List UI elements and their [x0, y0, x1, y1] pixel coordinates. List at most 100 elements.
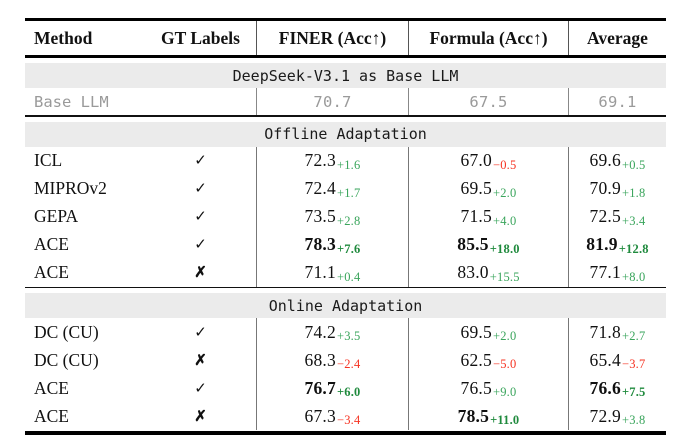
- section-divider-rule: [25, 115, 666, 117]
- score-cell: 71.5 +4.0: [409, 202, 569, 231]
- score-value: 73.5: [304, 206, 336, 226]
- section-band: DeepSeek-V3.1 as Base LLM: [25, 63, 666, 88]
- score-delta: −0.5: [492, 157, 517, 172]
- score-cell: 65.4 −3.7: [569, 346, 666, 374]
- table-row: ICL ✓ 72.3 +1.6 67.0 −0.5 69.6 +0.5: [25, 146, 666, 175]
- score-value: 74.2: [304, 321, 336, 342]
- score-cell: 72.3 +1.6: [257, 146, 409, 175]
- score-value: 71.8: [589, 321, 621, 342]
- score-value: 78.3: [304, 234, 336, 254]
- method-cell: ACE: [34, 262, 69, 282]
- score-value: 70.9: [589, 178, 621, 198]
- score-delta: +1.7: [336, 185, 361, 200]
- score-cell: 76.7 +6.0: [257, 374, 409, 402]
- table-body: DeepSeek-V3.1 as Base LLM Base LLM 70.7 67.…: [25, 63, 666, 430]
- score-delta: +4.0: [492, 213, 517, 228]
- score-delta: +2.7: [621, 329, 646, 343]
- gt-labels-cell: ✗: [145, 258, 257, 287]
- check-icon: ✓: [194, 324, 207, 341]
- score-cell: 77.1 +8.0: [569, 259, 666, 287]
- score-delta: +1.8: [621, 185, 646, 200]
- method-cell: ACE: [34, 405, 69, 426]
- check-icon: ✓: [194, 181, 207, 197]
- score-delta: +2.0: [492, 185, 517, 200]
- score-cell: 70.7: [257, 88, 409, 115]
- score-cell: 71.8 +2.7: [569, 318, 666, 346]
- score-delta: +3.5: [336, 329, 361, 343]
- score-cell: 69.6 +0.5: [569, 147, 666, 175]
- score-cell: 76.6 +7.5: [569, 374, 666, 402]
- method-cell: ACE: [34, 234, 69, 254]
- score-cell: 74.2 +3.5: [257, 318, 409, 346]
- score-value: 72.5: [589, 206, 621, 226]
- table-row: GEPA ✓ 73.5 +2.8 71.5 +4.0 72.5 +3.4: [25, 202, 666, 231]
- method-cell: DC (CU): [34, 349, 99, 370]
- check-icon: ✓: [194, 209, 207, 225]
- score-value: 67.5: [469, 92, 508, 111]
- score-delta: +11.0: [490, 413, 520, 427]
- gt-labels-cell: ✓: [145, 174, 257, 203]
- section-band: Online Adaptation: [25, 293, 666, 318]
- score-delta: +2.8: [336, 213, 361, 228]
- header-formula: Formula (Acc↑): [409, 21, 569, 55]
- score-cell: 67.3 −3.4: [257, 402, 409, 430]
- score-delta: +9.0: [492, 385, 517, 399]
- score-value: 69.5: [460, 321, 492, 342]
- score-cell: 69.5 +2.0: [409, 174, 569, 203]
- score-cell: 76.5 +9.0: [409, 374, 569, 402]
- score-cell: 85.5 +18.0: [409, 230, 569, 259]
- score-delta: −5.0: [492, 357, 517, 371]
- score-delta: +0.5: [621, 157, 646, 172]
- score-value: 77.1: [589, 262, 621, 282]
- gt-labels-cell: [145, 88, 257, 115]
- score-delta: +0.4: [336, 269, 361, 284]
- score-value: 65.4: [589, 349, 621, 370]
- table-row: DC (CU) ✗ 68.3 −2.4 62.5 −5.0 65.4 −3.7: [25, 346, 666, 374]
- method-cell: Base LLM: [34, 92, 109, 111]
- header-rule: [25, 55, 666, 58]
- score-value: 62.5: [460, 349, 492, 370]
- score-value: 69.5: [460, 178, 492, 198]
- score-value: 70.7: [313, 92, 352, 111]
- score-value: 68.3: [304, 349, 336, 370]
- header-gt-labels: GT Labels: [145, 21, 257, 55]
- bottom-rule: [25, 431, 666, 435]
- check-icon: ✓: [194, 237, 207, 253]
- cross-icon: ✗: [194, 352, 207, 369]
- score-cell: 78.5 +11.0: [409, 402, 569, 430]
- score-value: 67.3: [304, 405, 336, 426]
- score-cell: 70.9 +1.8: [569, 175, 666, 203]
- score-delta: +6.0: [336, 385, 361, 399]
- header-finer: FINER (Acc↑): [257, 21, 409, 55]
- results-table: Method GT Labels FINER (Acc↑) Formula (A…: [25, 18, 666, 435]
- table-row: ACE ✗ 71.1 +0.4 83.0 +15.5 77.1 +8.0: [25, 258, 666, 287]
- top-rule: [25, 18, 666, 21]
- check-icon: ✓: [194, 380, 207, 397]
- cross-icon: ✗: [194, 265, 207, 281]
- score-cell: 68.3 −2.4: [257, 346, 409, 374]
- score-cell: 69.5 +2.0: [409, 318, 569, 346]
- table-row: MIPROv2 ✓ 72.4 +1.7 69.5 +2.0 70.9 +1.8: [25, 174, 666, 203]
- score-value: 83.0: [457, 262, 489, 282]
- score-value: 76.5: [460, 377, 492, 398]
- score-cell: 72.4 +1.7: [257, 174, 409, 203]
- method-cell: GEPA: [34, 206, 79, 226]
- gt-labels-cell: ✗: [145, 346, 257, 374]
- score-value: 69.6: [589, 150, 621, 170]
- gt-labels-cell: ✗: [145, 402, 257, 430]
- score-value: 78.5: [457, 405, 490, 426]
- gt-labels-cell: ✓: [145, 318, 257, 346]
- score-delta: −3.4: [336, 413, 361, 427]
- score-delta: +7.5: [621, 385, 646, 399]
- header-average: Average: [587, 27, 648, 48]
- score-cell: 71.1 +0.4: [257, 258, 409, 287]
- method-cell: DC (CU): [34, 321, 99, 342]
- gt-labels-cell: ✓: [145, 202, 257, 231]
- gt-labels-cell: ✓: [145, 230, 257, 259]
- section-divider-rule: [25, 286, 666, 288]
- score-delta: +18.0: [489, 241, 520, 256]
- method-cell: MIPROv2: [34, 178, 107, 198]
- score-cell: 81.9 +12.8: [569, 231, 666, 259]
- score-cell: 69.1: [569, 88, 666, 115]
